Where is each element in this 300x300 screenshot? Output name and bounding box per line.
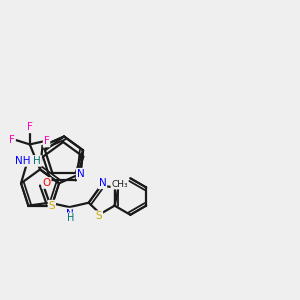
- Text: F: F: [44, 136, 50, 146]
- Text: H: H: [33, 156, 41, 166]
- Text: O: O: [42, 178, 51, 188]
- Text: N: N: [77, 169, 85, 179]
- Text: NH: NH: [15, 156, 30, 166]
- Text: N: N: [99, 178, 106, 188]
- Text: F: F: [27, 122, 33, 132]
- Text: CH₃: CH₃: [111, 180, 128, 189]
- Text: S: S: [49, 201, 55, 211]
- Text: F: F: [9, 135, 15, 145]
- Text: N: N: [66, 208, 74, 219]
- Text: H: H: [67, 213, 75, 223]
- Text: S: S: [96, 211, 102, 221]
